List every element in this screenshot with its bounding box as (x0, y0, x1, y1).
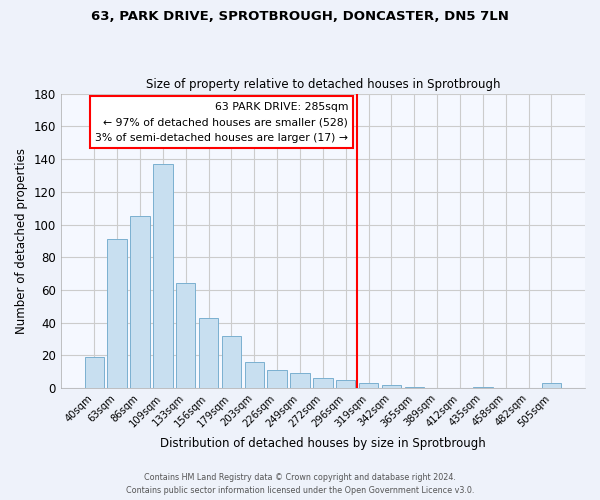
Title: Size of property relative to detached houses in Sprotbrough: Size of property relative to detached ho… (146, 78, 500, 91)
Text: 63 PARK DRIVE: 285sqm
← 97% of detached houses are smaller (528)
3% of semi-deta: 63 PARK DRIVE: 285sqm ← 97% of detached … (95, 102, 348, 143)
Y-axis label: Number of detached properties: Number of detached properties (15, 148, 28, 334)
Bar (290, 374, 310, 388)
Bar (85, 357, 104, 388)
Bar (245, 362, 264, 388)
Text: 63, PARK DRIVE, SPROTBROUGH, DONCASTER, DN5 7LN: 63, PARK DRIVE, SPROTBROUGH, DONCASTER, … (91, 10, 509, 23)
Bar (153, 164, 173, 388)
Bar (222, 336, 241, 388)
Bar (268, 370, 287, 388)
Bar (404, 386, 424, 388)
Bar (107, 239, 127, 388)
Bar (336, 380, 355, 388)
Bar (130, 216, 150, 388)
X-axis label: Distribution of detached houses by size in Sprotbrough: Distribution of detached houses by size … (160, 437, 486, 450)
Bar (473, 386, 493, 388)
Bar (382, 385, 401, 388)
Bar (176, 284, 196, 388)
Bar (359, 384, 379, 388)
Bar (313, 378, 332, 388)
Bar (199, 318, 218, 388)
Text: Contains HM Land Registry data © Crown copyright and database right 2024.
Contai: Contains HM Land Registry data © Crown c… (126, 474, 474, 495)
Bar (542, 384, 561, 388)
